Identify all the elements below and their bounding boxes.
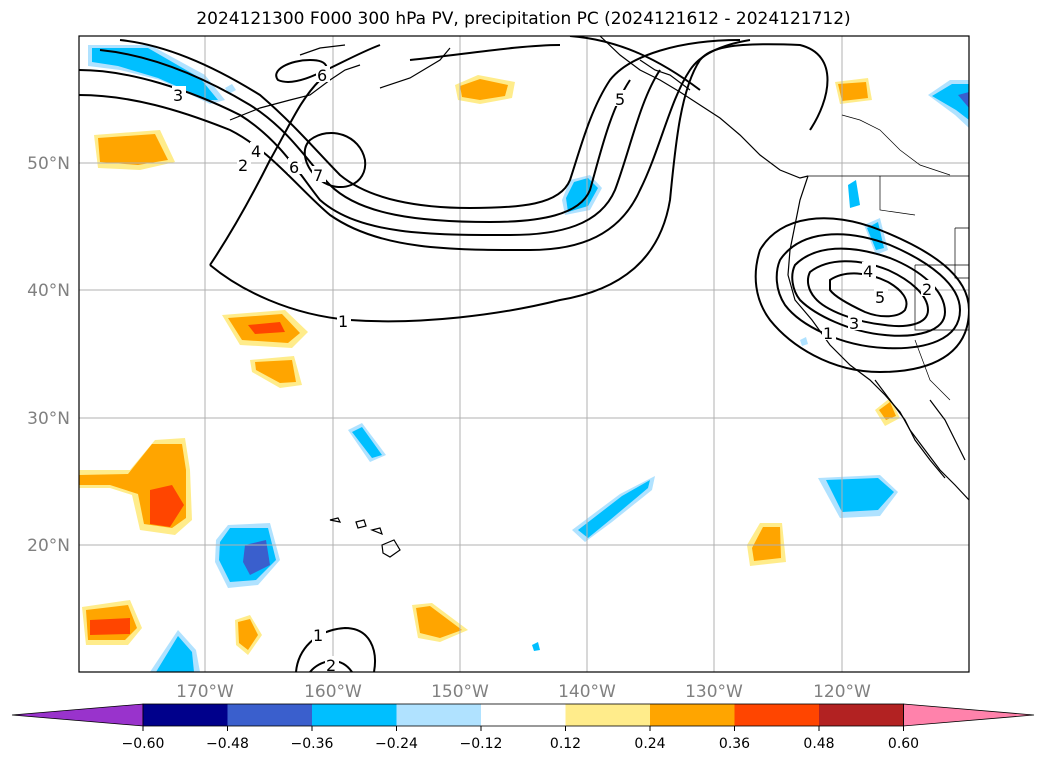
colorbar-frame: [142, 703, 904, 727]
contour-label: 6: [289, 158, 299, 177]
pos-area: [90, 618, 130, 635]
colorbar-tick-label: 0.48: [803, 736, 834, 752]
contour-label: 2: [326, 656, 336, 675]
pos-area: [416, 606, 462, 638]
neg-area: [578, 480, 650, 538]
contour-label: 1: [823, 324, 833, 343]
colorbar-segment: [650, 704, 735, 726]
pos-area: [752, 527, 781, 561]
lon-label: 120°W: [813, 682, 871, 702]
colorbar-segment: [734, 704, 820, 726]
pos-area: [98, 134, 168, 165]
colorbar-tick-label: 0.36: [719, 736, 750, 752]
contour-label: 6: [317, 66, 327, 85]
contour-label: 2: [238, 156, 248, 175]
pos-area: [838, 82, 868, 101]
neg-area: [958, 92, 969, 108]
colorbar-tick-label: −0.36: [291, 736, 334, 752]
contour-label: 4: [863, 262, 873, 281]
lon-label: 130°W: [685, 682, 743, 702]
colorbar-segment: [396, 704, 482, 726]
neg-area: [800, 337, 808, 346]
contour-label: 1: [338, 312, 348, 331]
contour-label: 7: [313, 166, 323, 185]
lat-label: 40°N: [27, 281, 70, 301]
colorbar: −0.60 −0.48 −0.36 −0.24 −0.12 0.12 0.24 0.36 0.4…: [11, 703, 1035, 752]
colorbar-segment: [481, 704, 566, 726]
pos-area: [150, 485, 184, 527]
contour-label: 3: [849, 314, 859, 333]
colorbar-tick-label: 0.60: [888, 736, 919, 752]
pv-contour-labels: 3 2 4 6 7 6 5 1 2 4 5 2 3 1: [172, 66, 935, 675]
contour-label: 4: [251, 142, 261, 161]
colorbar-tick-label: −0.24: [375, 736, 418, 752]
colorbar-segment: [143, 704, 228, 726]
coastlines: [229, 36, 969, 558]
contour-label: 1: [313, 626, 323, 645]
neg-area: [932, 84, 969, 120]
colorbar-tick-label: −0.48: [206, 736, 249, 752]
lon-labels: 170°W 160°W 150°W 140°W 130°W 120°W: [176, 682, 871, 702]
neg-area: [92, 48, 218, 100]
lat-labels: 50°N 40°N 30°N 20°N: [27, 154, 70, 556]
graticule: [79, 36, 969, 672]
lon-label: 150°W: [431, 682, 489, 702]
lat-label: 20°N: [27, 536, 70, 556]
colorbar-tick-label: −0.60: [122, 736, 165, 752]
plot-area: [79, 36, 969, 672]
contour-label: 3: [173, 86, 183, 105]
neg-area: [352, 427, 382, 458]
colorbar-extend-min: [11, 703, 144, 727]
pos-area: [248, 322, 285, 334]
colorbar-tick-label: 0.24: [634, 736, 665, 752]
neg-area: [848, 180, 860, 208]
colorbar-tick-label: −0.12: [460, 736, 503, 752]
colorbar-segment: [565, 704, 651, 726]
contour-label: 5: [615, 90, 625, 109]
pos-area: [460, 79, 508, 100]
lon-label: 170°W: [176, 682, 234, 702]
colorbar-segment: [312, 704, 397, 726]
neg-area: [532, 642, 540, 651]
colorbar-segment: [819, 704, 904, 726]
lat-label: 50°N: [27, 154, 70, 174]
neg-area: [156, 636, 194, 672]
colorbar-tick-label: 0.12: [550, 736, 581, 752]
lat-label: 30°N: [27, 409, 70, 429]
contour-label: 2: [922, 280, 932, 299]
pos-area: [255, 360, 296, 383]
plot-frame: [78, 35, 970, 673]
neg-area: [243, 540, 270, 575]
colorbar-extend-max: [903, 703, 1035, 727]
colorbar-segment: [227, 704, 313, 726]
map-title: 2024121300 F000 300 hPa PV, precipitatio…: [196, 9, 851, 29]
contour-label: 5: [875, 288, 885, 307]
pos-area: [879, 402, 896, 420]
precip-shading: [79, 45, 969, 672]
neg-area: [867, 222, 884, 250]
lon-label: 160°W: [304, 682, 362, 702]
lon-label: 140°W: [558, 682, 616, 702]
neg-area: [826, 478, 894, 512]
pos-area: [238, 619, 258, 650]
